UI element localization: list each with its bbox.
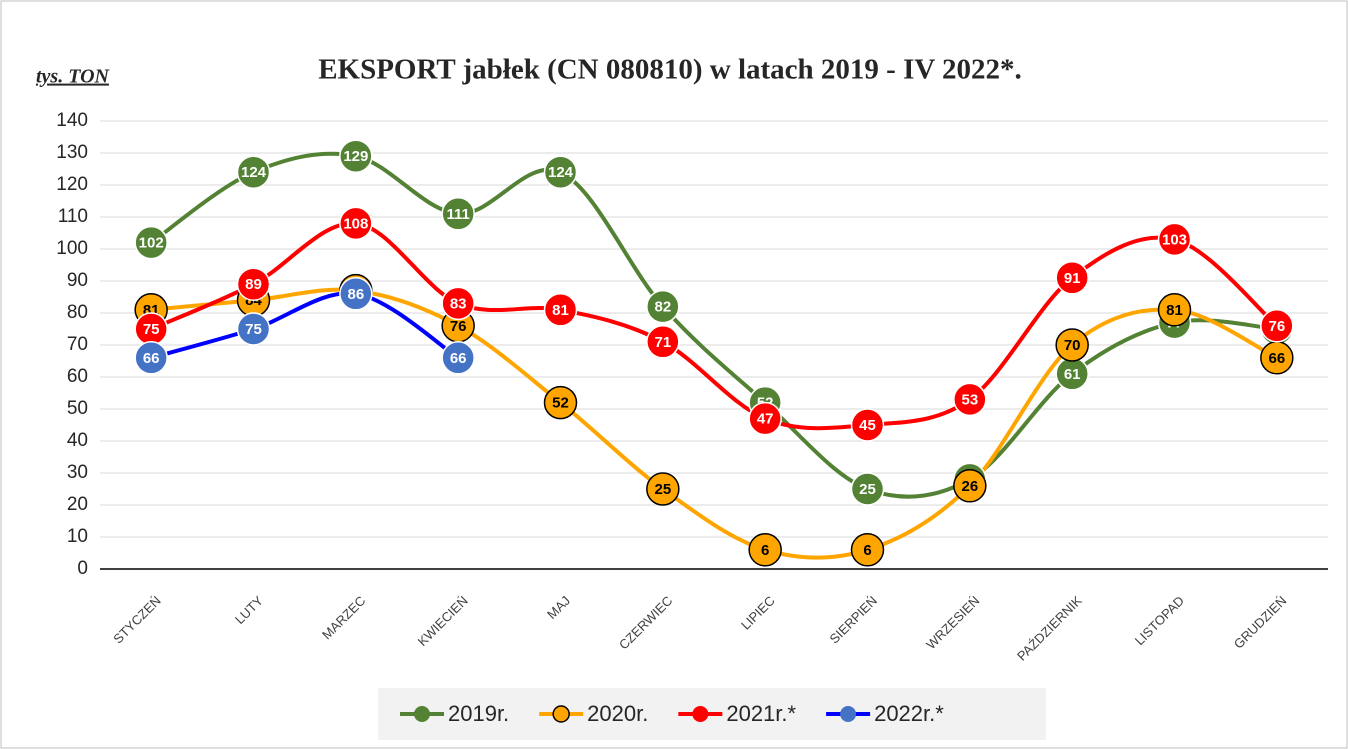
marker [748,533,782,567]
marker [134,225,168,260]
data-label: 108 [343,215,368,232]
y-tick-label: 80 [67,302,88,323]
marker [339,139,373,173]
marker [1157,222,1192,257]
data-label: 86 [347,286,364,303]
data-label: 6 [761,542,769,559]
data-label: 129 [343,148,368,165]
data-label: 61 [1064,366,1081,383]
marker [850,472,885,506]
marker [236,155,271,189]
marker [850,408,885,442]
marker [543,155,578,189]
y-tick-label: 0 [77,558,88,579]
data-label: 47 [757,411,774,428]
data-label: 81 [552,302,569,319]
y-tick-label: 90 [67,270,88,291]
chart-title: EKSPORT jabłek (CN 080810) w latach 2019… [318,54,1022,86]
marker [646,472,680,506]
marker [850,533,885,567]
marker [339,206,373,241]
marker [441,286,475,321]
data-label: 66 [450,350,467,367]
y-tick-label: 30 [67,462,88,483]
marker [543,385,578,420]
y-axis-label: tys. TON [36,66,111,88]
data-label: 89 [245,276,262,293]
data-label: 91 [1064,270,1081,287]
data-label: 124 [241,164,267,181]
y-tick-label: 140 [56,110,88,131]
data-label: 111 [446,206,469,223]
data-label: 52 [552,395,569,412]
marker [953,382,987,417]
y-tick-label: 130 [56,142,88,163]
marker [134,341,168,375]
legend-label: 2020r. [587,701,648,726]
y-tick-label: 120 [56,174,88,195]
legend-marker [552,705,570,723]
data-label: 53 [961,391,978,408]
data-label: 6 [863,542,871,559]
data-label: 76 [450,318,467,335]
marker [236,312,271,346]
data-label: 66 [143,350,160,367]
data-label: 81 [1166,302,1183,319]
y-tick-label: 60 [67,366,88,387]
y-tick-label: 40 [67,430,88,451]
data-label: 70 [1064,337,1081,354]
marker [1055,261,1089,295]
data-label: 75 [143,321,160,338]
marker [543,293,578,327]
data-label: 75 [245,321,262,338]
marker [953,469,987,503]
legend-label: 2022r.* [874,701,944,726]
y-tick-label: 70 [67,334,88,355]
marker [236,267,271,301]
data-label: 103 [1162,231,1187,248]
marker [339,277,373,311]
legend-label: 2021r.* [726,701,796,726]
y-tick-label: 50 [67,398,88,419]
marker [441,341,475,375]
y-tick-label: 100 [56,238,88,259]
legend-marker [840,706,857,722]
marker [646,289,680,324]
data-label: 124 [548,164,574,181]
legend-label: 2019r. [448,701,509,726]
marker [1157,293,1192,327]
data-label: 45 [859,417,876,434]
data-label: 76 [1268,318,1285,335]
y-tick-label: 20 [67,494,88,515]
y-tick-label: 110 [58,206,88,227]
data-label: 26 [961,478,978,495]
series-line [150,291,460,360]
legend-marker [414,706,430,722]
marker [1260,309,1294,343]
marker [646,325,680,359]
marker [441,197,475,231]
data-label: 25 [654,481,671,498]
legend-marker [692,706,709,722]
y-tick-label: 10 [67,526,88,547]
data-label: 71 [654,334,671,351]
marker [1055,328,1089,362]
data-label: 102 [139,235,164,252]
data-label: 66 [1268,350,1285,367]
data-label: 83 [450,295,467,312]
data-label: 25 [859,481,876,498]
marker [748,401,782,436]
data-label: 82 [654,299,671,316]
